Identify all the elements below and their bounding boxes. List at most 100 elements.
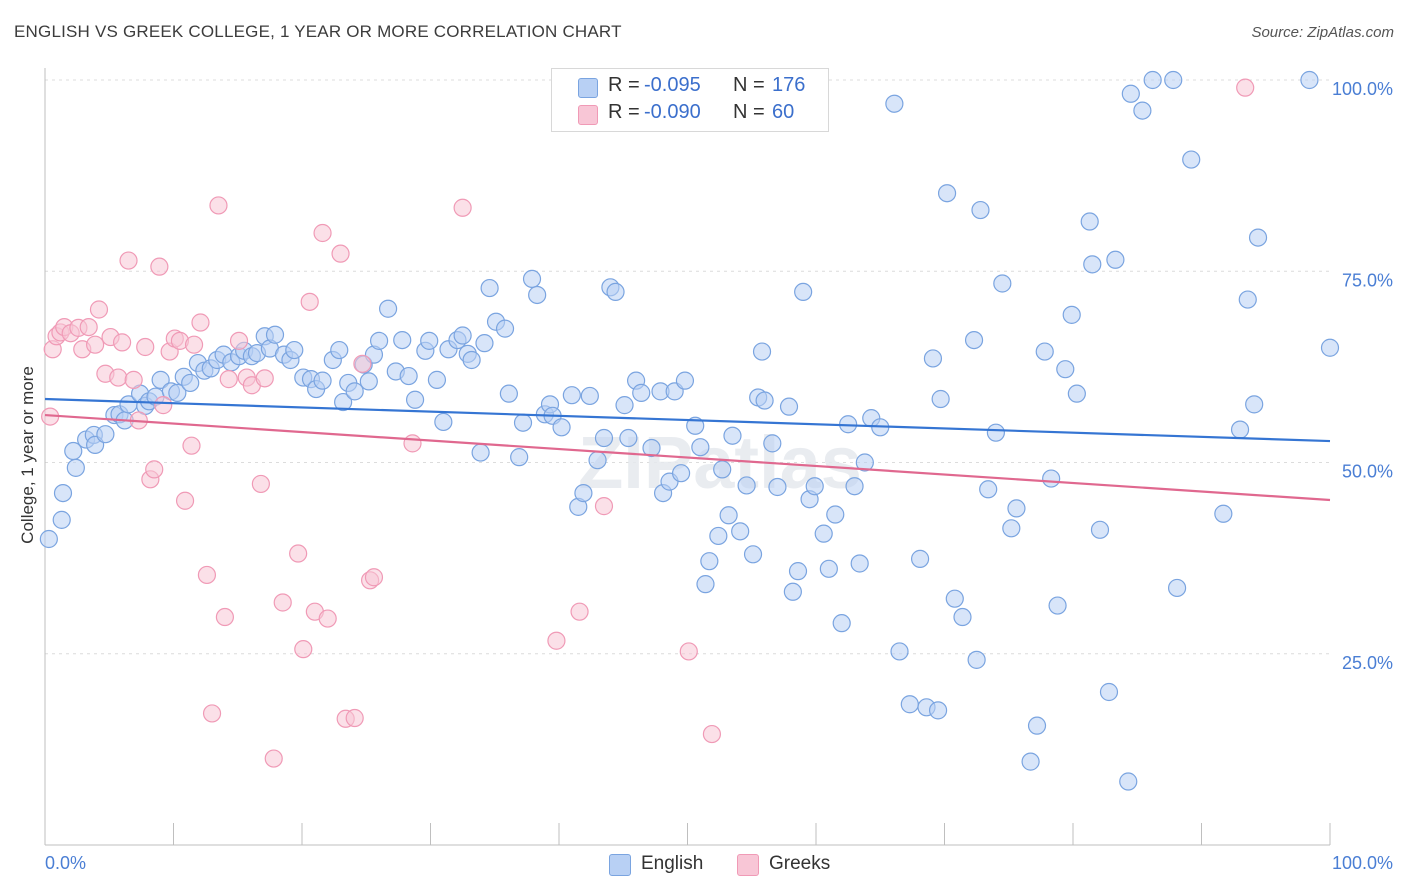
english-point (826, 505, 845, 524)
greek-point (313, 223, 332, 243)
greek-point (594, 497, 614, 516)
english-point (794, 282, 813, 302)
english-point (580, 386, 599, 406)
english-point (330, 340, 349, 360)
n-value: 60 (772, 101, 795, 123)
greek-point (289, 544, 308, 563)
greek-point (403, 434, 422, 453)
english-point (700, 552, 719, 571)
r-label: R = (608, 74, 640, 96)
english-point (1182, 150, 1201, 169)
greek-point (112, 333, 132, 352)
english-point (779, 397, 799, 416)
greek-point (679, 642, 698, 661)
english-point (495, 319, 515, 338)
english-point (1002, 519, 1021, 538)
english-point (1121, 84, 1140, 103)
english-point (181, 373, 200, 393)
greek-point (255, 369, 274, 388)
english-point (671, 464, 691, 483)
english-point (723, 426, 742, 445)
english-point (967, 650, 986, 669)
english-point (393, 331, 412, 350)
greek-point (570, 602, 589, 621)
english-point (1090, 520, 1110, 539)
english-point (1164, 70, 1183, 90)
greek-point (79, 317, 98, 337)
english-point (928, 701, 948, 720)
english-point (345, 382, 364, 401)
x-tick-labels: 0.0% 100.0% (45, 853, 1393, 873)
english-point (1021, 752, 1040, 771)
english-point (480, 278, 499, 298)
greek-point (89, 300, 109, 319)
greek-point (229, 331, 249, 350)
y-tick-labels: 25.0% 50.0% 75.0% 100.0% (1332, 79, 1393, 673)
english-swatch (578, 78, 598, 98)
english-point (885, 94, 904, 113)
x-tick-label: 0.0% (45, 853, 86, 873)
english-point (696, 575, 715, 594)
english-point (552, 418, 571, 437)
english-point (1035, 342, 1054, 361)
english-point (1167, 578, 1187, 598)
greek-point (219, 370, 238, 389)
greek-point (86, 335, 105, 354)
greek-point (300, 292, 319, 311)
x-tick-marks (44, 823, 1331, 845)
english-point (420, 331, 439, 350)
greek-point (109, 368, 128, 387)
y-tick-label: 50.0% (1342, 462, 1393, 482)
english-point (845, 477, 864, 496)
english-point (522, 269, 542, 288)
english-point (405, 390, 425, 409)
english-point (752, 342, 772, 361)
english-point (1245, 395, 1264, 414)
english-point (1143, 70, 1162, 90)
english-point (265, 325, 285, 344)
chart-title: ENGLISH VS GREEK COLLEGE, 1 YEAR OR MORE… (14, 22, 622, 41)
english-point (1067, 384, 1086, 403)
english-point (805, 477, 824, 496)
greek-point (119, 251, 138, 270)
english-point (475, 334, 494, 353)
english-point (334, 392, 353, 412)
english-point (993, 274, 1012, 293)
english-point (1320, 338, 1340, 357)
english-point (53, 484, 73, 503)
n-value: 176 (772, 74, 806, 96)
english-point (986, 423, 1006, 442)
english-point (814, 524, 833, 543)
greeks-legend-label: Greeks (769, 853, 831, 874)
english-point (953, 607, 972, 627)
english-point (850, 554, 869, 573)
english-point (370, 331, 389, 350)
greek-point (331, 244, 350, 263)
greek-point (353, 354, 372, 373)
english-point (937, 184, 957, 203)
greek-point (124, 370, 143, 389)
english-point (709, 526, 728, 546)
greek-point (209, 196, 228, 215)
english-point (359, 372, 378, 391)
english-point (39, 529, 58, 549)
greek-point (154, 396, 173, 415)
r-value: -0.095 (644, 74, 701, 96)
english-point (819, 559, 838, 578)
greek-point (547, 631, 566, 650)
english-point (471, 443, 490, 462)
greek-swatch (578, 105, 598, 125)
english-point (743, 545, 763, 564)
english-points (39, 70, 1340, 791)
english-point (168, 383, 187, 402)
english-point (151, 370, 170, 389)
greek-swatch (737, 854, 759, 876)
y-axis-label: College, 1 year or more (18, 366, 37, 544)
english-legend-label: English (641, 853, 704, 874)
greek-point (145, 460, 164, 479)
english-point (66, 458, 85, 477)
english-point (788, 562, 808, 581)
greek-point (191, 313, 210, 332)
r-value: -0.090 (644, 101, 701, 123)
greek-point (182, 436, 201, 455)
